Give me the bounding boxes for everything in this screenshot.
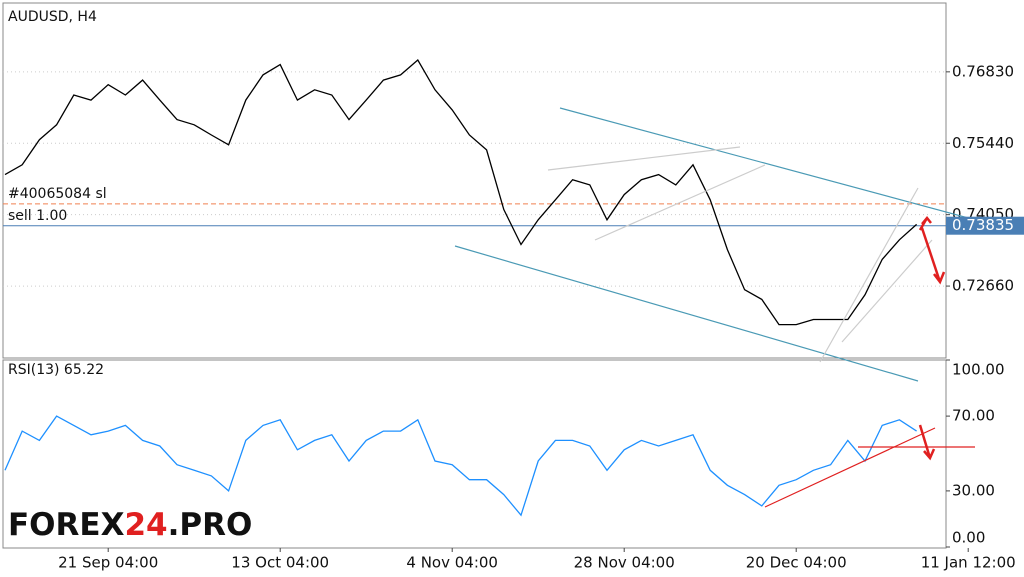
trend-lines (454, 107, 1024, 508)
annotation: #40065084 sl (8, 186, 107, 202)
y-tick-label: 30.00 (952, 481, 995, 499)
price-tag (946, 216, 1024, 235)
y-tick-label: 70.00 (952, 407, 995, 425)
y-tick-label: 100.00 (952, 361, 1005, 379)
rsi-panel (2, 359, 947, 549)
data-line (4, 415, 917, 517)
watermark-part: .PRO (168, 507, 253, 543)
x-tick-label: 4 Nov 04:00 (406, 554, 498, 572)
x-tick-label: 20 Dec 04:00 (746, 554, 847, 572)
watermark: FOREX24.PRO (8, 507, 252, 543)
y-tick-label: 0.72660 (952, 277, 1014, 295)
y-tick-label: 0.00 (952, 529, 985, 547)
y-tick-label: 0.76830 (952, 62, 1014, 80)
x-tick-label: 13 Oct 04:00 (231, 554, 329, 572)
data-line (4, 58, 918, 326)
watermark-part: 24 (124, 507, 167, 543)
price-panel (2, 2, 947, 359)
y-tick-label: 0.75440 (952, 134, 1014, 152)
annotation: sell 1.00 (8, 208, 67, 224)
price-tag-label: 0.73835 (952, 216, 1014, 234)
x-tick-label: 21 Sep 04:00 (58, 554, 158, 572)
x-tick-label: 11 Jan 12:00 (921, 554, 1016, 572)
rsi-title: RSI(13) 65.22 (8, 362, 104, 378)
watermark-part: FOREX (8, 507, 125, 543)
x-tick-label: 28 Nov 04:00 (574, 554, 675, 572)
chart-title: AUDUSD, H4 (8, 9, 97, 25)
